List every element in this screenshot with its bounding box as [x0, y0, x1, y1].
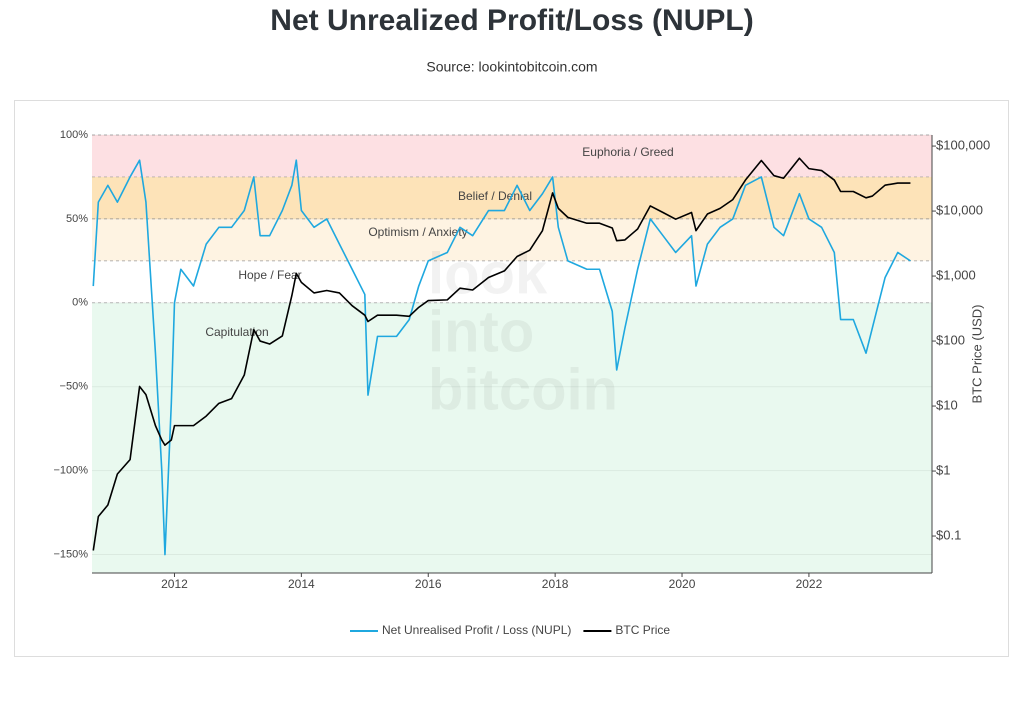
x-tick-label: 2012	[161, 577, 188, 591]
watermark: bitcoin	[428, 357, 618, 422]
y2-tick-label: $100	[936, 332, 965, 347]
zone-band	[92, 260, 932, 303]
y-tick-label: 0%	[72, 297, 88, 309]
y2-tick-label: $1	[936, 462, 950, 477]
series-line	[92, 159, 911, 556]
x-tick-label: 2020	[669, 577, 696, 591]
zone-label: Optimism / Anxiety	[368, 225, 467, 239]
y-tick-label: −50%	[60, 381, 89, 393]
legend-label: Net Unrealised Profit / Loss (NUPL)	[382, 623, 571, 637]
y2-tick-label: $1,000	[936, 267, 976, 282]
y2-tick-label: $0.1	[936, 527, 961, 542]
x-tick-label: 2014	[288, 577, 315, 591]
watermark: into	[428, 299, 534, 364]
x-tick-label: 2018	[542, 577, 569, 591]
plot-area: 100% 50% 0% −50% −100% −150% lookintobitcoin Eu…	[53, 129, 990, 637]
x-tick-label: 2022	[796, 577, 823, 591]
x-tick-label: 2016	[415, 577, 442, 591]
y-tick-label: 100%	[60, 129, 88, 141]
legend-label: BTC Price	[615, 623, 670, 637]
y-tick-label: 50%	[66, 213, 88, 225]
watermark: look	[428, 241, 548, 306]
y2-tick-label: $10,000	[936, 202, 983, 217]
y-tick-label: −100%	[53, 465, 88, 477]
zone-label: Hope / Fear	[238, 268, 301, 282]
y2-tick-label: $100,000	[936, 138, 990, 153]
y2-axis-title: BTC Price (USD)	[969, 305, 984, 404]
zone-label: Capitulation	[205, 325, 268, 339]
chart-title: Net Unrealized Profit/Loss (NUPL)	[270, 4, 753, 37]
chart-frame	[14, 100, 1009, 657]
y-tick-label: −150%	[53, 548, 88, 560]
series-line	[92, 157, 911, 551]
y2-tick-label: $10	[936, 397, 958, 412]
chart-subtitle: Source: lookintobitcoin.com	[426, 59, 597, 75]
zone-band	[92, 135, 932, 177]
zone-band	[92, 302, 932, 573]
zone-label: Euphoria / Greed	[582, 145, 673, 159]
